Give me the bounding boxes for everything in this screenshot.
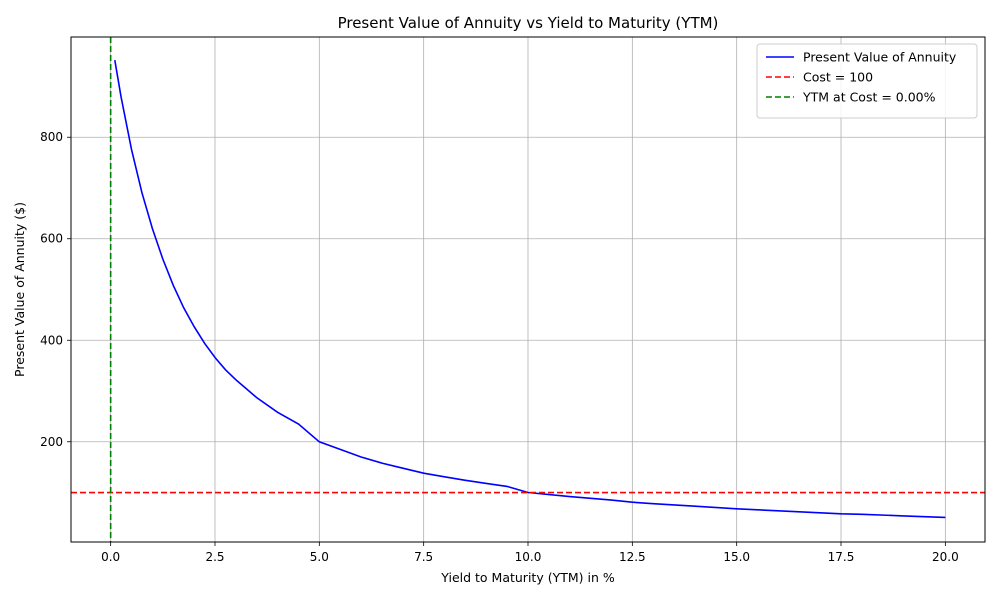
- axis-ticks: 0.0 2.5 5.0 7.5 10.0 12.5 15.0 17.5 20.0 200 400 60…: [40, 130, 959, 564]
- y-tick-label: 400: [40, 333, 63, 347]
- x-tick-label: 20.0: [932, 550, 959, 564]
- legend-label: Cost = 100: [803, 70, 873, 85]
- y-tick-label: 200: [40, 435, 63, 449]
- legend-label: Present Value of Annuity: [803, 50, 957, 65]
- grid: [71, 37, 985, 542]
- legend-label: YTM at Cost = 0.00%: [802, 90, 936, 105]
- plot-series: [71, 37, 985, 542]
- chart-title: Present Value of Annuity vs Yield to Mat…: [338, 14, 719, 32]
- x-tick-label: 0.0: [101, 550, 120, 564]
- y-tick-label: 800: [40, 130, 63, 144]
- x-axis-label: Yield to Maturity (YTM) in %: [440, 570, 615, 585]
- y-axis-label: Present Value of Annuity ($): [12, 202, 27, 377]
- x-tick-label: 5.0: [310, 550, 329, 564]
- x-tick-label: 2.5: [205, 550, 224, 564]
- x-tick-label: 17.5: [828, 550, 855, 564]
- x-tick-label: 12.5: [619, 550, 646, 564]
- y-tick-label: 600: [40, 232, 63, 246]
- x-tick-label: 15.0: [723, 550, 750, 564]
- x-tick-label: 7.5: [414, 550, 433, 564]
- legend-box: [756, 43, 978, 119]
- x-tick-label: 10.0: [515, 550, 542, 564]
- legend: Present Value of Annuity Cost = 100 YTM at…: [756, 43, 978, 119]
- series-line-present-value: [114, 59, 946, 519]
